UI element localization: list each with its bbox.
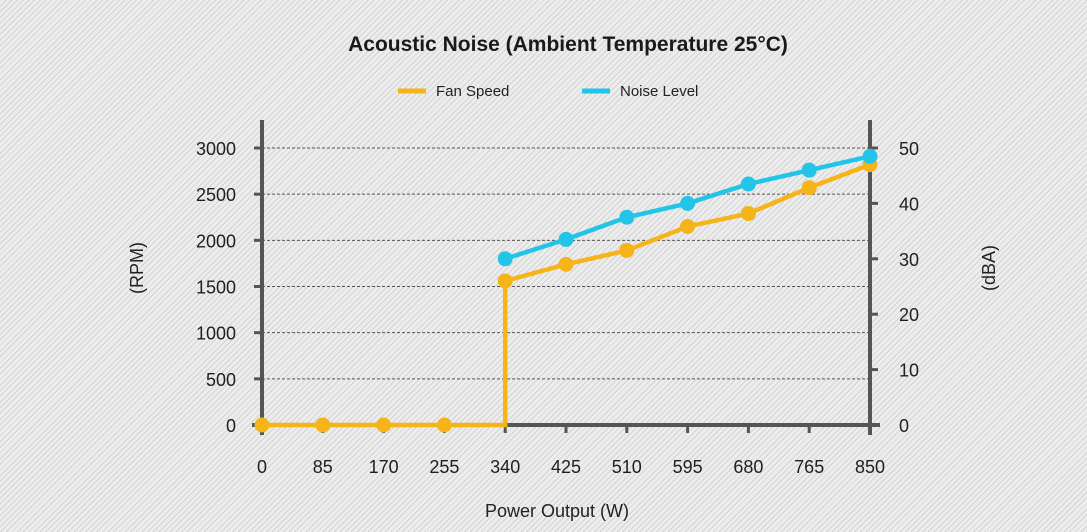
right-tick-label: 50 — [899, 139, 919, 159]
x-tick-label: 0 — [257, 457, 267, 477]
grid-lines — [262, 147, 870, 380]
data-point-fan-speed — [497, 273, 513, 289]
right-tick-label: 10 — [899, 361, 919, 381]
left-tick-label: 0 — [226, 416, 236, 436]
data-point-fan-speed — [801, 180, 817, 196]
data-point-noise-level — [740, 176, 756, 192]
axes — [252, 120, 880, 435]
data-point-noise-level — [680, 195, 696, 211]
data-point-fan-speed — [558, 256, 574, 272]
x-tick-label: 765 — [794, 457, 824, 477]
data-point-noise-level — [497, 251, 513, 267]
legend-label-noise-level: Noise Level — [620, 83, 698, 100]
x-tick-label: 510 — [612, 457, 642, 477]
right-tick-label: 30 — [899, 250, 919, 270]
x-axis-ticks: 0 85 170 255 340 425 510 595 680 765 850 — [257, 425, 885, 477]
series-line-fan-speed — [262, 162, 871, 428]
x-tick-label: 680 — [733, 457, 763, 477]
data-point-fan-speed — [436, 417, 452, 433]
x-tick-label: 170 — [369, 457, 399, 477]
x-tick-label: 85 — [313, 457, 333, 477]
series-layer — [254, 148, 878, 433]
x-tick-label: 595 — [673, 457, 703, 477]
right-axis-label: (dBA) — [979, 245, 999, 291]
left-axis-label: (RPM) — [127, 242, 147, 294]
data-point-fan-speed — [740, 206, 756, 222]
data-point-fan-speed — [680, 218, 696, 234]
data-point-noise-level — [619, 209, 635, 225]
x-tick-label: 255 — [429, 457, 459, 477]
left-tick-label: 3000 — [196, 139, 236, 159]
left-tick-label: 2500 — [196, 185, 236, 205]
x-tick-label: 850 — [855, 457, 885, 477]
legend: Fan Speed Noise Level — [398, 83, 698, 100]
right-axis-ticks: 0 10 20 30 40 50 — [870, 139, 919, 436]
right-tick-label: 40 — [899, 194, 919, 214]
left-tick-label: 2000 — [196, 231, 236, 251]
data-point-fan-speed — [376, 417, 392, 433]
data-point-noise-level — [801, 162, 817, 178]
left-tick-label: 500 — [206, 370, 236, 390]
legend-label-fan-speed: Fan Speed — [436, 83, 509, 100]
data-point-noise-level — [862, 148, 878, 164]
x-tick-label: 340 — [490, 457, 520, 477]
chart-title: Acoustic Noise (Ambient Temperature 25°C… — [348, 33, 788, 56]
data-point-fan-speed — [254, 417, 270, 433]
data-point-fan-speed — [315, 417, 331, 433]
x-tick-label: 425 — [551, 457, 581, 477]
x-axis-label: Power Output (W) — [485, 501, 629, 521]
left-axis-ticks: 0 500 1000 1500 2000 2500 3000 — [196, 139, 262, 436]
right-tick-label: 20 — [899, 305, 919, 325]
data-point-fan-speed — [619, 242, 635, 258]
right-tick-label: 0 — [899, 416, 909, 436]
left-tick-label: 1000 — [196, 324, 236, 344]
data-point-noise-level — [558, 231, 574, 247]
left-tick-label: 1500 — [196, 278, 236, 298]
